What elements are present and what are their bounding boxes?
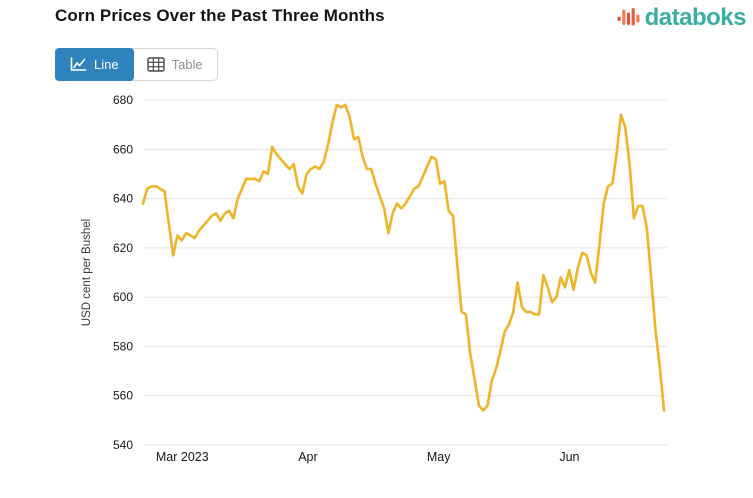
y-tick-label: 540 bbox=[113, 438, 133, 452]
y-tick-label: 640 bbox=[113, 192, 133, 206]
databoks-bars-icon bbox=[617, 8, 640, 26]
table-view-button[interactable]: Table bbox=[133, 49, 217, 80]
table-button-label: Table bbox=[171, 57, 203, 72]
databoks-wordmark: databoks bbox=[644, 4, 747, 31]
line-view-button[interactable]: Line bbox=[55, 48, 134, 81]
x-tick-label: May bbox=[427, 450, 451, 464]
line-chart: 680 660 640 620 600 580 560 540 Mar 2023 Apr May Ju… bbox=[81, 93, 667, 464]
databoks-logo: databoks bbox=[616, 4, 747, 32]
page-title: Corn Prices Over the Past Three Months bbox=[55, 6, 385, 25]
y-tick-label: 580 bbox=[113, 339, 133, 353]
chart-area: 680 660 640 620 600 580 560 540 Mar 2023 Apr May Ju… bbox=[0, 88, 753, 488]
view-toggle: Line Table bbox=[55, 48, 218, 81]
x-tick-label: Apr bbox=[298, 450, 317, 464]
y-tick-label: 600 bbox=[113, 290, 133, 304]
y-tick-label: 560 bbox=[113, 389, 133, 403]
line-button-label: Line bbox=[94, 57, 119, 72]
y-tick-label: 620 bbox=[113, 241, 133, 255]
x-tick-label: Mar 2023 bbox=[156, 450, 209, 464]
x-tick-label: Jun bbox=[559, 450, 579, 464]
y-tick-label: 680 bbox=[113, 93, 133, 107]
table-grid-icon bbox=[146, 57, 165, 72]
y-tick-label: 660 bbox=[113, 142, 133, 156]
price-line bbox=[141, 103, 666, 412]
line-chart-icon bbox=[70, 57, 87, 71]
y-axis-title: USD cent per Bushel bbox=[81, 219, 93, 326]
